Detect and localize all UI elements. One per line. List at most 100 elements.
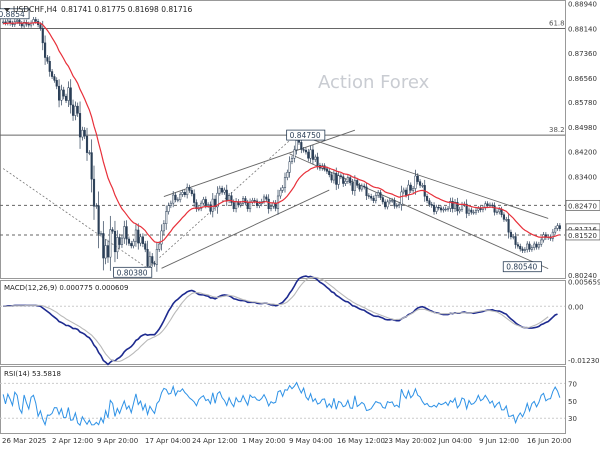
annotation-text: 0.80540 (506, 263, 537, 272)
candle-body (342, 176, 345, 184)
candle-body (16, 19, 19, 22)
candle-body (85, 135, 89, 153)
price-annotation: 0.8854 (0, 8, 30, 20)
candle-body (330, 174, 333, 181)
rsi-tick-label: 70 (568, 380, 577, 388)
candle-body (523, 249, 526, 251)
candle-body (6, 20, 9, 24)
annotation-box (502, 261, 542, 273)
candle-body (146, 249, 149, 267)
candle-body (388, 200, 391, 203)
candle-body (116, 237, 119, 253)
candle-body (391, 200, 394, 202)
candle-body (162, 223, 165, 232)
candle-body (493, 205, 496, 213)
candle-body (58, 85, 61, 101)
candle-body (384, 201, 387, 208)
candle-body (297, 140, 301, 143)
candle-body (258, 203, 261, 206)
candle-body (144, 243, 147, 250)
candle-body (88, 152, 91, 154)
candle-body (393, 200, 396, 207)
rsi-line (2, 381, 561, 427)
candle-body (41, 27, 44, 44)
candle-body (439, 207, 443, 211)
candle-body (165, 211, 168, 224)
candle-body (507, 219, 510, 233)
candle-body (125, 226, 128, 240)
symbol-label: USDCHF,H4 (13, 5, 57, 14)
candle-body (242, 198, 245, 204)
candle-body (398, 204, 401, 206)
macd-tick-label: -0.012301 (568, 357, 600, 365)
candle-body (374, 195, 377, 201)
candle-body (74, 105, 77, 116)
candle-body (302, 149, 305, 151)
candle-body (421, 185, 424, 187)
candle-body (141, 236, 144, 244)
candle-body (537, 244, 540, 248)
candle-body (39, 24, 42, 29)
candle-body (230, 195, 233, 203)
candle-body (516, 244, 519, 247)
candle-body (209, 204, 212, 212)
candle-body (51, 71, 54, 77)
candle-body (293, 149, 296, 159)
price-tick-label: 0.86560 (568, 75, 597, 83)
signal-line (3, 276, 549, 362)
candle-body (223, 189, 226, 193)
candle-body (360, 185, 363, 190)
candle-body (290, 157, 294, 162)
candle-body (4, 21, 7, 24)
candle-body (216, 192, 219, 208)
candle-body (62, 89, 65, 97)
candle-body (286, 172, 289, 178)
price-tick-label: 0.85780 (568, 99, 597, 107)
candle-body (509, 231, 512, 238)
candle-body (267, 198, 270, 210)
trend-channel-line (289, 131, 549, 219)
price-axis: 0.88940 0.88140 0.87360 0.86560 0.85780 0.849… (565, 1, 600, 280)
candle-body (207, 204, 210, 206)
candle-body (416, 175, 419, 182)
candle-body (2, 21, 5, 24)
candle-body (514, 236, 517, 245)
candle-body (23, 22, 26, 27)
candle-body (316, 156, 319, 166)
candle-body (337, 175, 340, 185)
time-tick-label: 26 Mar 2025 (2, 437, 46, 445)
fib-label: 38.2 (549, 126, 565, 134)
candle-body (139, 236, 142, 244)
macd-line (3, 275, 558, 366)
fib-label: 61.8 (549, 20, 565, 28)
candle-body (69, 87, 72, 106)
candle-body (239, 203, 242, 206)
price-annotation: 0.80540 (502, 261, 542, 273)
candle-body (130, 243, 133, 247)
candle-body (102, 233, 105, 259)
candle-body (288, 161, 291, 173)
annotation-text: 0.8854 (0, 10, 25, 19)
candle-body (449, 201, 452, 209)
price-pane: 0.8854 0.84750 0.80380 0.80540 (0, 8, 565, 278)
candle-body (27, 23, 30, 26)
time-tick-label: 23 May 20:00 (384, 437, 432, 445)
rsi-title: RSI(14) 53.5818 (4, 370, 61, 378)
candle-body (214, 198, 217, 208)
time-tick-label: 9 May 04:00 (289, 437, 333, 445)
candle-body (99, 233, 103, 235)
candle-body (470, 209, 473, 213)
candle-body (519, 245, 522, 250)
candle-body (512, 236, 515, 238)
candle-body (479, 208, 482, 210)
candle-body (158, 243, 161, 250)
candle-body (279, 190, 282, 197)
price-tick-label: 0.83400 (568, 173, 597, 181)
candle-body (400, 191, 403, 205)
candle-body (379, 192, 382, 198)
candle-body (123, 226, 126, 239)
candle-body (502, 214, 505, 220)
candle-body (246, 202, 249, 210)
rsi-tick-label: 50 (568, 398, 577, 406)
candle-body (477, 208, 480, 211)
